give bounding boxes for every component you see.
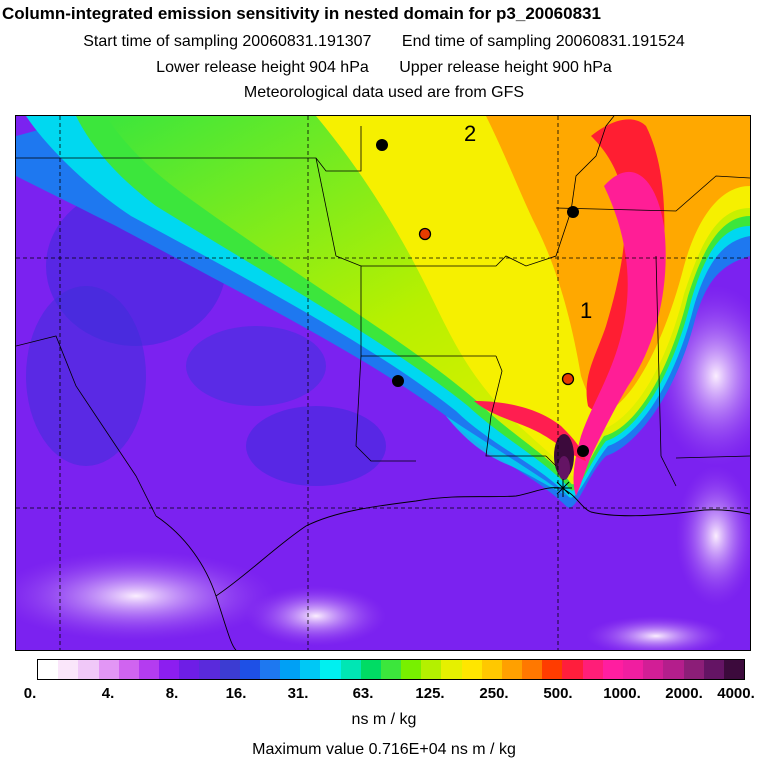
colorbar-tick-label: 31. (287, 685, 309, 702)
site-markers (376, 139, 589, 497)
colorbar-tick-label: 63. (352, 685, 374, 702)
colorbar-swatch (643, 660, 664, 679)
colorbar-swatch (723, 660, 745, 679)
colorbar-swatch (501, 660, 523, 679)
marker-red-2 (561, 372, 575, 386)
colorbar-tick-label: 16. (225, 685, 247, 702)
colorbar-swatch (703, 660, 724, 679)
colorbar-swatch (481, 660, 502, 679)
colorbar-swatch (421, 660, 442, 679)
colorbar-swatch (683, 660, 704, 679)
colorbar (37, 659, 745, 680)
coastline (155, 487, 750, 650)
end-time: End time of sampling 20060831.191524 (401, 33, 685, 50)
colorbar-swatch (58, 660, 79, 679)
colorbar-tick-label: 1000. (603, 685, 641, 702)
colorbar-tick-label: 250. (479, 685, 509, 702)
colorbar-swatch (401, 660, 422, 679)
colorbar-swatch (340, 660, 361, 679)
colorbar-swatch (602, 660, 623, 679)
colorbar-swatch (562, 660, 583, 679)
marker-black-4 (577, 445, 589, 457)
colorbar-tick-label: 125. (415, 685, 445, 702)
figure-title: Column-integrated emission sensitivity i… (2, 4, 601, 23)
colorbar-swatch (239, 660, 260, 679)
region-label-2: 2 (464, 121, 476, 146)
marker-black-1 (376, 139, 388, 151)
colorbar-swatch (622, 660, 644, 679)
region-label-1: 1 (580, 298, 592, 323)
colorbar-swatch (522, 660, 543, 679)
release-heights: Lower release height 904 hPa Upper relea… (0, 59, 768, 77)
colorbar-swatch (259, 660, 281, 679)
colorbar-swatch (38, 660, 59, 679)
marker-red-1 (418, 227, 432, 241)
colorbar-tick-label: 0. (23, 685, 37, 702)
sensitivity-map: 1 2 (15, 115, 751, 651)
met-data-note: Meteorological data used are from GFS (243, 84, 525, 101)
colorbar-swatch (542, 660, 563, 679)
colorbar-tick-label: 2000. (665, 685, 703, 702)
texture-patches (16, 186, 750, 650)
colorbar-swatch (199, 660, 220, 679)
maximum-value: Maximum value 0.716E+04 ns m / kg (252, 741, 516, 758)
upper-release-height: Upper release height 900 hPa (399, 59, 612, 76)
colorbar-swatch (663, 660, 684, 679)
colorbar-tick-label: 4. (101, 685, 115, 702)
colorbar-swatch (300, 660, 321, 679)
map-gridlines (16, 116, 750, 650)
colorbar-swatch (320, 660, 341, 679)
colorbar-tick-label: 8. (165, 685, 179, 702)
colorbar-swatch (78, 660, 99, 679)
colorbar-swatch (380, 660, 402, 679)
marker-black-2 (567, 206, 579, 218)
colorbar-swatch (138, 660, 160, 679)
colorbar-swatch (582, 660, 603, 679)
colorbar-swatch (441, 660, 462, 679)
marker-black-3 (392, 375, 404, 387)
colorbar-swatch (461, 660, 482, 679)
colorbar-swatch (98, 660, 119, 679)
colorbar-tick-label: 4000. (717, 685, 755, 702)
lower-release-height: Lower release height 904 hPa (156, 59, 369, 76)
colorbar-tick-label: 500. (543, 685, 573, 702)
state-boundaries (16, 116, 750, 517)
release-point-marker (554, 479, 572, 497)
colorbar-swatch (179, 660, 200, 679)
start-time: Start time of sampling 20060831.191307 (83, 33, 372, 50)
colorbar-swatch (219, 660, 240, 679)
colorbar-swatch (159, 660, 180, 679)
colorbar-units: ns m / kg (351, 711, 417, 728)
map-canvas: 1 2 (16, 116, 750, 650)
colorbar-swatch (360, 660, 381, 679)
colorbar-swatch (280, 660, 301, 679)
colorbar-swatch (118, 660, 139, 679)
colorbar-ticks: 0. 4. 8. 16. 31. 63. 125. 250. 500. 1000. 2000. 400… (0, 685, 768, 705)
sampling-times: Start time of sampling 20060831.191307 E… (0, 33, 768, 51)
